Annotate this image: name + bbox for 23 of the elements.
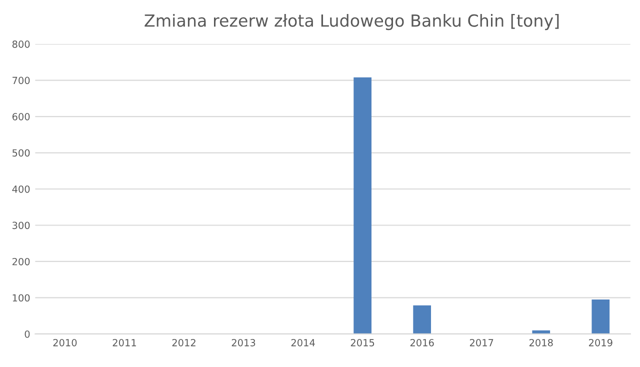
y-tick-label: 300 xyxy=(12,222,30,230)
bar xyxy=(413,305,432,334)
y-tick-label: 500 xyxy=(12,149,30,157)
y-tick-label: 200 xyxy=(12,258,30,266)
chart-title: Zmiana rezerw złota Ludowego Banku Chin [tony] xyxy=(144,14,559,30)
y-tick-label: 0 xyxy=(24,330,30,338)
x-tick-label: 2010 xyxy=(53,339,77,346)
x-tick-label: 2012 xyxy=(172,339,196,346)
x-tick-label: 2018 xyxy=(529,339,553,346)
bar xyxy=(354,77,372,334)
y-tick-label: 400 xyxy=(12,185,30,193)
x-tick-label: 2016 xyxy=(410,339,434,346)
x-tick-label: 2017 xyxy=(470,339,494,346)
y-tick-label: 800 xyxy=(12,40,30,48)
x-tick-label: 2013 xyxy=(232,339,256,346)
x-tick-label: 2014 xyxy=(291,339,315,346)
bar xyxy=(592,300,610,334)
x-tick-label: 2011 xyxy=(112,339,136,346)
y-tick-label: 600 xyxy=(12,113,30,120)
y-tick-label: 100 xyxy=(12,294,30,302)
x-tick-label: 2015 xyxy=(350,339,374,346)
x-tick-label: 2019 xyxy=(588,339,612,346)
y-tick-label: 700 xyxy=(12,76,30,84)
